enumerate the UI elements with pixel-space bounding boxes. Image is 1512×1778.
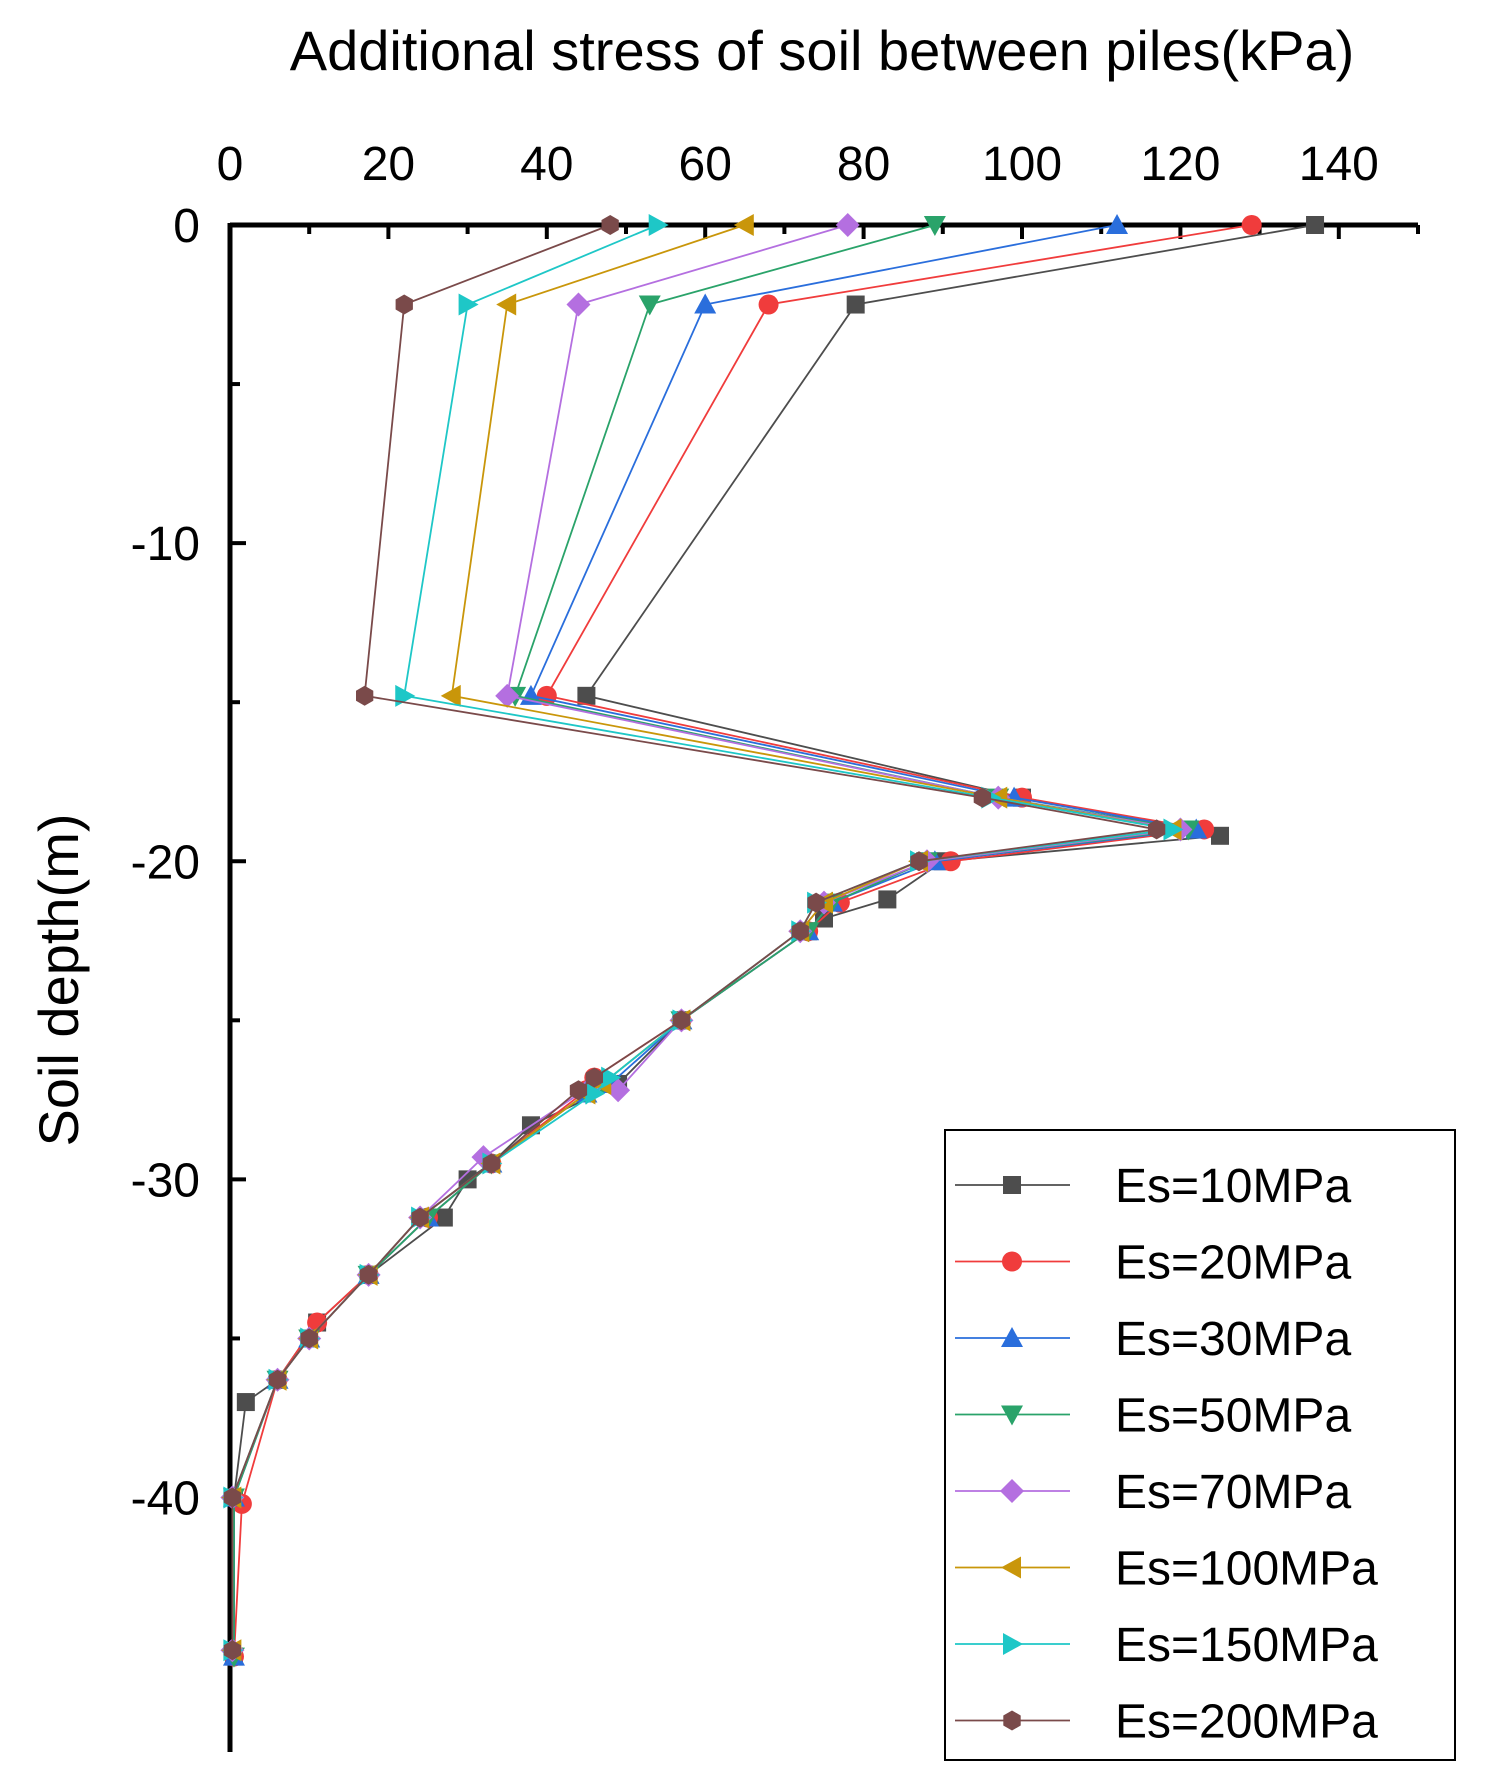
- legend-label: Es=150MPa: [1115, 1619, 1378, 1672]
- data-point: [638, 295, 661, 316]
- data-point: [359, 1264, 378, 1285]
- legend-marker: [1003, 1176, 1021, 1194]
- data-point: [606, 1078, 631, 1103]
- data-point: [846, 295, 865, 314]
- y-tick-label: -30: [131, 1154, 200, 1207]
- data-point: [482, 1153, 500, 1174]
- data-point: [307, 1312, 328, 1333]
- data-point: [236, 1393, 255, 1412]
- data-point: [973, 787, 992, 808]
- data-point: [672, 1010, 691, 1031]
- legend-marker: [1001, 1556, 1021, 1579]
- data-point: [758, 294, 779, 315]
- data-point: [585, 1067, 603, 1088]
- data-point: [878, 890, 897, 909]
- data-point: [496, 293, 517, 316]
- data-point: [1241, 215, 1262, 235]
- data-point: [577, 686, 596, 705]
- legend-label: Es=30MPa: [1115, 1313, 1351, 1366]
- legend-item: Es=20MPa: [955, 1237, 1351, 1290]
- legend-marker: [1001, 1327, 1023, 1347]
- data-point: [733, 214, 754, 236]
- legend-marker: [1000, 1479, 1024, 1503]
- y-tick-label: 0: [173, 200, 200, 253]
- data-point: [601, 215, 619, 235]
- legend-marker: [1003, 1710, 1021, 1731]
- legend-label: Es=20MPa: [1115, 1237, 1351, 1290]
- data-point: [411, 1207, 429, 1228]
- data-point: [434, 1208, 453, 1227]
- data-point: [648, 214, 669, 236]
- data-point: [300, 1328, 318, 1349]
- y-axis-title: Soil depth(m): [27, 813, 90, 1146]
- data-point: [566, 292, 591, 317]
- data-point: [910, 851, 928, 872]
- data-point: [1106, 214, 1129, 234]
- axes: 0 20 40 60 80 100 120 140 0 -10 -20 -30 -40: [131, 138, 1420, 1752]
- data-point: [569, 1080, 588, 1101]
- x-tick-label: 0: [217, 138, 244, 191]
- legend-item: Es=50MPa: [955, 1390, 1351, 1443]
- x-tick-label: 120: [1140, 138, 1220, 191]
- data-point: [923, 216, 946, 236]
- legend-item: Es=10MPa: [955, 1160, 1351, 1213]
- data-point: [458, 293, 479, 316]
- legend-marker: [1003, 1633, 1023, 1655]
- x-tick-label: 140: [1299, 138, 1379, 191]
- legend-item: Es=150MPa: [955, 1619, 1378, 1672]
- x-tick-label: 40: [520, 138, 573, 191]
- legend-marker: [1001, 1405, 1023, 1426]
- legend-item: Es=200MPa: [955, 1696, 1378, 1749]
- legend-box: [944, 1129, 1456, 1761]
- data-point: [791, 921, 809, 942]
- data-point: [356, 685, 374, 706]
- data-point: [223, 1640, 241, 1661]
- data-point: [807, 892, 825, 913]
- data-point: [1211, 826, 1229, 845]
- series-8: [223, 215, 1166, 1661]
- legend-label: Es=70MPa: [1115, 1466, 1351, 1519]
- legend-marker: [1002, 1251, 1022, 1272]
- legend-label: Es=200MPa: [1115, 1696, 1378, 1749]
- x-tick-label: 80: [837, 138, 890, 191]
- x-tick-label: 20: [362, 138, 415, 191]
- y-tick-label: -20: [131, 836, 200, 889]
- data-point: [440, 684, 461, 707]
- data-point: [1148, 819, 1166, 840]
- data-point: [835, 213, 860, 237]
- legend: Es=10MPa Es=20MPa Es=30MPa Es=50MPa Es=70MPa…: [944, 1129, 1456, 1761]
- x-axis-title: Additional stress of soil between piles(…: [290, 19, 1355, 82]
- legend-label: Es=10MPa: [1115, 1160, 1351, 1213]
- legend-item: Es=100MPa: [955, 1543, 1378, 1596]
- data-point: [1163, 818, 1184, 841]
- legend-item: Es=70MPa: [955, 1466, 1351, 1519]
- data-point: [223, 1487, 241, 1508]
- x-tick-label: 60: [679, 138, 732, 191]
- data-point: [1306, 216, 1325, 234]
- legend-label: Es=100MPa: [1115, 1543, 1378, 1596]
- legend-label: Es=50MPa: [1115, 1390, 1351, 1443]
- series-layer: [220, 213, 1325, 1668]
- data-point: [585, 1082, 606, 1105]
- x-tick-label: 100: [982, 138, 1062, 191]
- y-tick-label: -40: [131, 1473, 200, 1526]
- data-point: [395, 294, 413, 315]
- data-point: [601, 1066, 622, 1089]
- data-point: [268, 1369, 287, 1390]
- data-point: [495, 683, 520, 708]
- data-point: [694, 293, 717, 314]
- legend-item: Es=30MPa: [955, 1313, 1351, 1366]
- y-tick-label: -10: [131, 518, 200, 571]
